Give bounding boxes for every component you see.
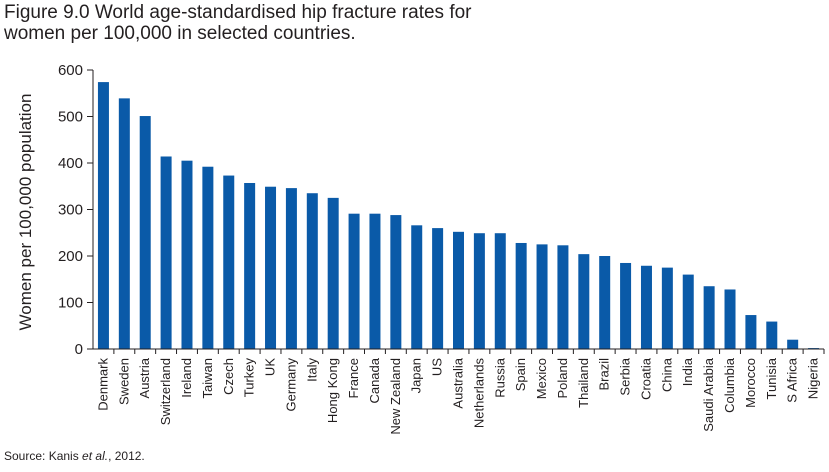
category-label: Nigeria [806, 357, 821, 399]
category-label: Poland [555, 358, 570, 398]
bar-spain [515, 242, 527, 349]
bar-germany [285, 188, 297, 349]
bar-canada [369, 213, 381, 349]
category-label: France [346, 358, 361, 398]
bar-saudi-arabia [703, 286, 715, 349]
y-tick-label: 600 [58, 62, 83, 79]
category-label: Serbia [618, 357, 633, 395]
y-tick-label: 100 [58, 295, 83, 312]
bar-denmark [97, 82, 109, 349]
category-label: Brazil [597, 358, 612, 391]
bar-thailand [578, 254, 590, 349]
bar-australia [453, 231, 464, 349]
category-label: Taiwan [200, 358, 215, 398]
y-tick-label: 500 [58, 109, 83, 126]
bar-russia [494, 233, 506, 349]
category-label: Ireland [179, 358, 194, 398]
category-label: Austria [137, 357, 152, 398]
category-label: Mexico [534, 358, 549, 399]
y-axis-label: Women per 100,000 population [16, 94, 35, 331]
bar-tunisia [766, 321, 778, 349]
bar-france [348, 213, 360, 349]
source-etal: et al. [82, 449, 109, 463]
bars [97, 82, 820, 350]
category-label: US [430, 358, 445, 376]
category-label: Netherlands [471, 358, 486, 429]
bar-india [682, 274, 694, 349]
bar-s-africa [787, 339, 799, 349]
bar-switzerland [160, 156, 172, 349]
bar-hong-kong [327, 197, 339, 349]
bar-brazil [599, 256, 611, 349]
y-axis-ticks: 0 100 200 300 400 500 600 [58, 62, 93, 358]
bar-us [432, 228, 444, 349]
category-label: Turkey [242, 358, 257, 398]
category-label: Hong Kong [325, 358, 340, 423]
bar-croatia [640, 265, 652, 349]
category-labels: Denmark Sweden Austria Switzerland Ireland Ta… [95, 349, 825, 435]
bar-serbia [620, 262, 632, 349]
source-note: Source: Kanis et al., 2012. [4, 449, 145, 463]
category-label: Sweden [116, 358, 131, 405]
bar-austria [139, 116, 151, 349]
category-label: Saudi Arabia [701, 357, 716, 431]
category-label: India [680, 357, 695, 386]
bar-columbia [724, 289, 736, 349]
y-tick-label: 200 [58, 248, 83, 265]
category-label: Russia [492, 357, 507, 398]
category-label: Australia [451, 357, 466, 408]
bar-japan [411, 225, 423, 349]
bar-czech [223, 175, 235, 349]
category-label: Germany [283, 358, 298, 412]
bar-poland [557, 245, 569, 349]
source-prefix: Source: Kanis [4, 449, 83, 463]
category-label: Morocco [743, 358, 758, 408]
chart-title-line2: women per 100,000 in selected countries. [4, 23, 356, 44]
bar-taiwan [202, 166, 214, 349]
category-label: Japan [409, 358, 424, 393]
category-label: Tunisia [764, 357, 779, 399]
y-tick-label: 300 [58, 202, 83, 219]
bar-morocco [745, 315, 757, 349]
category-label: Thailand [576, 358, 591, 408]
category-label: China [659, 357, 674, 392]
category-label: Switzerland [158, 358, 173, 425]
chart-title: Figure 9.0 World age-standardised hip fr… [4, 2, 604, 44]
category-label: New Zealand [388, 358, 403, 435]
category-label: Spain [513, 358, 528, 391]
source-suffix: , 2012. [108, 449, 145, 463]
bar-sweden [118, 98, 130, 350]
category-label: Italy [304, 358, 319, 382]
bar-mexico [536, 244, 548, 349]
bar-china [661, 267, 673, 349]
y-tick-label: 400 [58, 155, 83, 172]
category-label: Columbia [722, 357, 737, 413]
bar-italy [306, 193, 318, 349]
category-label: Denmark [95, 358, 110, 411]
category-label: UK [263, 358, 278, 376]
category-label: S Africa [785, 357, 800, 403]
category-label: Canada [367, 357, 382, 403]
y-tick-label: 0 [75, 341, 83, 358]
bar-new-zealand [390, 215, 402, 349]
bar-ireland [181, 160, 193, 349]
bar-turkey [244, 182, 256, 349]
bar-uk [265, 186, 277, 349]
chart-title-line1: Figure 9.0 World age-standardised hip fr… [4, 2, 472, 23]
bar-netherlands [473, 233, 485, 349]
category-label: Czech [221, 358, 236, 395]
category-label: Croatia [638, 357, 653, 400]
